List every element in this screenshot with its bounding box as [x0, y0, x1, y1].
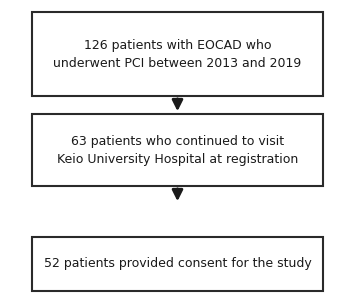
FancyBboxPatch shape — [32, 114, 323, 186]
Text: 63 patients who continued to visit
Keio University Hospital at registration: 63 patients who continued to visit Keio … — [57, 134, 298, 166]
FancyBboxPatch shape — [32, 12, 323, 96]
Text: 126 patients with EOCAD who
underwent PCI between 2013 and 2019: 126 patients with EOCAD who underwent PC… — [53, 38, 302, 70]
FancyBboxPatch shape — [32, 237, 323, 291]
Text: 52 patients provided consent for the study: 52 patients provided consent for the stu… — [44, 257, 311, 271]
